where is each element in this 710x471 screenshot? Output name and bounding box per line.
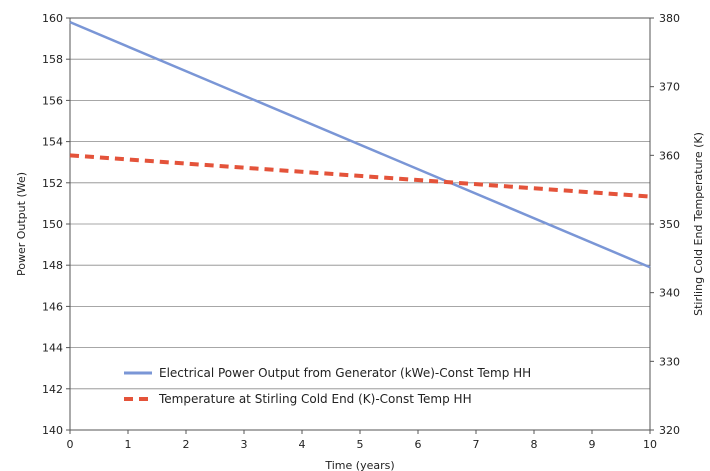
y-tick-label: 148: [42, 259, 63, 272]
y-tick-label: 160: [42, 12, 63, 25]
y-tick-label: 152: [42, 177, 63, 190]
x-tick-label: 5: [357, 438, 364, 451]
legend-label-power: Electrical Power Output from Generator (…: [159, 366, 531, 380]
x-tick-label: 8: [531, 438, 538, 451]
series-line-power: [69, 20, 651, 269]
x-tick-label: 0: [67, 438, 74, 451]
y-tick-label: 146: [42, 300, 63, 313]
y2-tick-label: 350: [659, 218, 680, 231]
series-lines: [69, 20, 651, 269]
x-axis-ticks: 0 1 2 3 4 5 6 7 8 9 10: [67, 430, 657, 451]
y-axis-title: Power Output (We): [15, 172, 28, 276]
x-tick-label: 9: [589, 438, 596, 451]
y2-tick-label: 360: [659, 149, 680, 162]
y-tick-label: 142: [42, 383, 63, 396]
y-tick-label: 144: [42, 342, 63, 355]
y2-tick-label: 380: [659, 12, 680, 25]
y-tick-label: 158: [42, 53, 63, 66]
gridlines: [70, 58, 650, 390]
y-axis-ticks: 140 142 144 146 148 150 152 154 156 158 160: [42, 12, 70, 437]
x-tick-label: 3: [241, 438, 248, 451]
y2-tick-label: 320: [659, 424, 680, 437]
series-line-temperature: [69, 153, 651, 199]
x-axis-title: Time (years): [324, 459, 394, 471]
y2-tick-label: 370: [659, 81, 680, 94]
y2-tick-label: 330: [659, 355, 680, 368]
x-tick-label: 7: [473, 438, 480, 451]
legend-label-temperature: Temperature at Stirling Cold End (K)-Con…: [158, 392, 472, 406]
y2-axis-title: Stirling Cold End Temperature (K): [692, 132, 705, 316]
y-tick-label: 154: [42, 136, 63, 149]
y-tick-label: 156: [42, 94, 63, 107]
x-tick-label: 6: [415, 438, 422, 451]
y-tick-label: 150: [42, 218, 63, 231]
x-tick-label: 1: [125, 438, 132, 451]
y-tick-label: 140: [42, 424, 63, 437]
x-tick-label: 10: [643, 438, 657, 451]
x-tick-label: 2: [183, 438, 190, 451]
x-tick-label: 4: [299, 438, 306, 451]
legend: Electrical Power Output from Generator (…: [124, 366, 531, 406]
y2-axis-ticks: 320 330 340 350 360 370 380: [650, 12, 680, 437]
y2-tick-label: 340: [659, 287, 680, 300]
